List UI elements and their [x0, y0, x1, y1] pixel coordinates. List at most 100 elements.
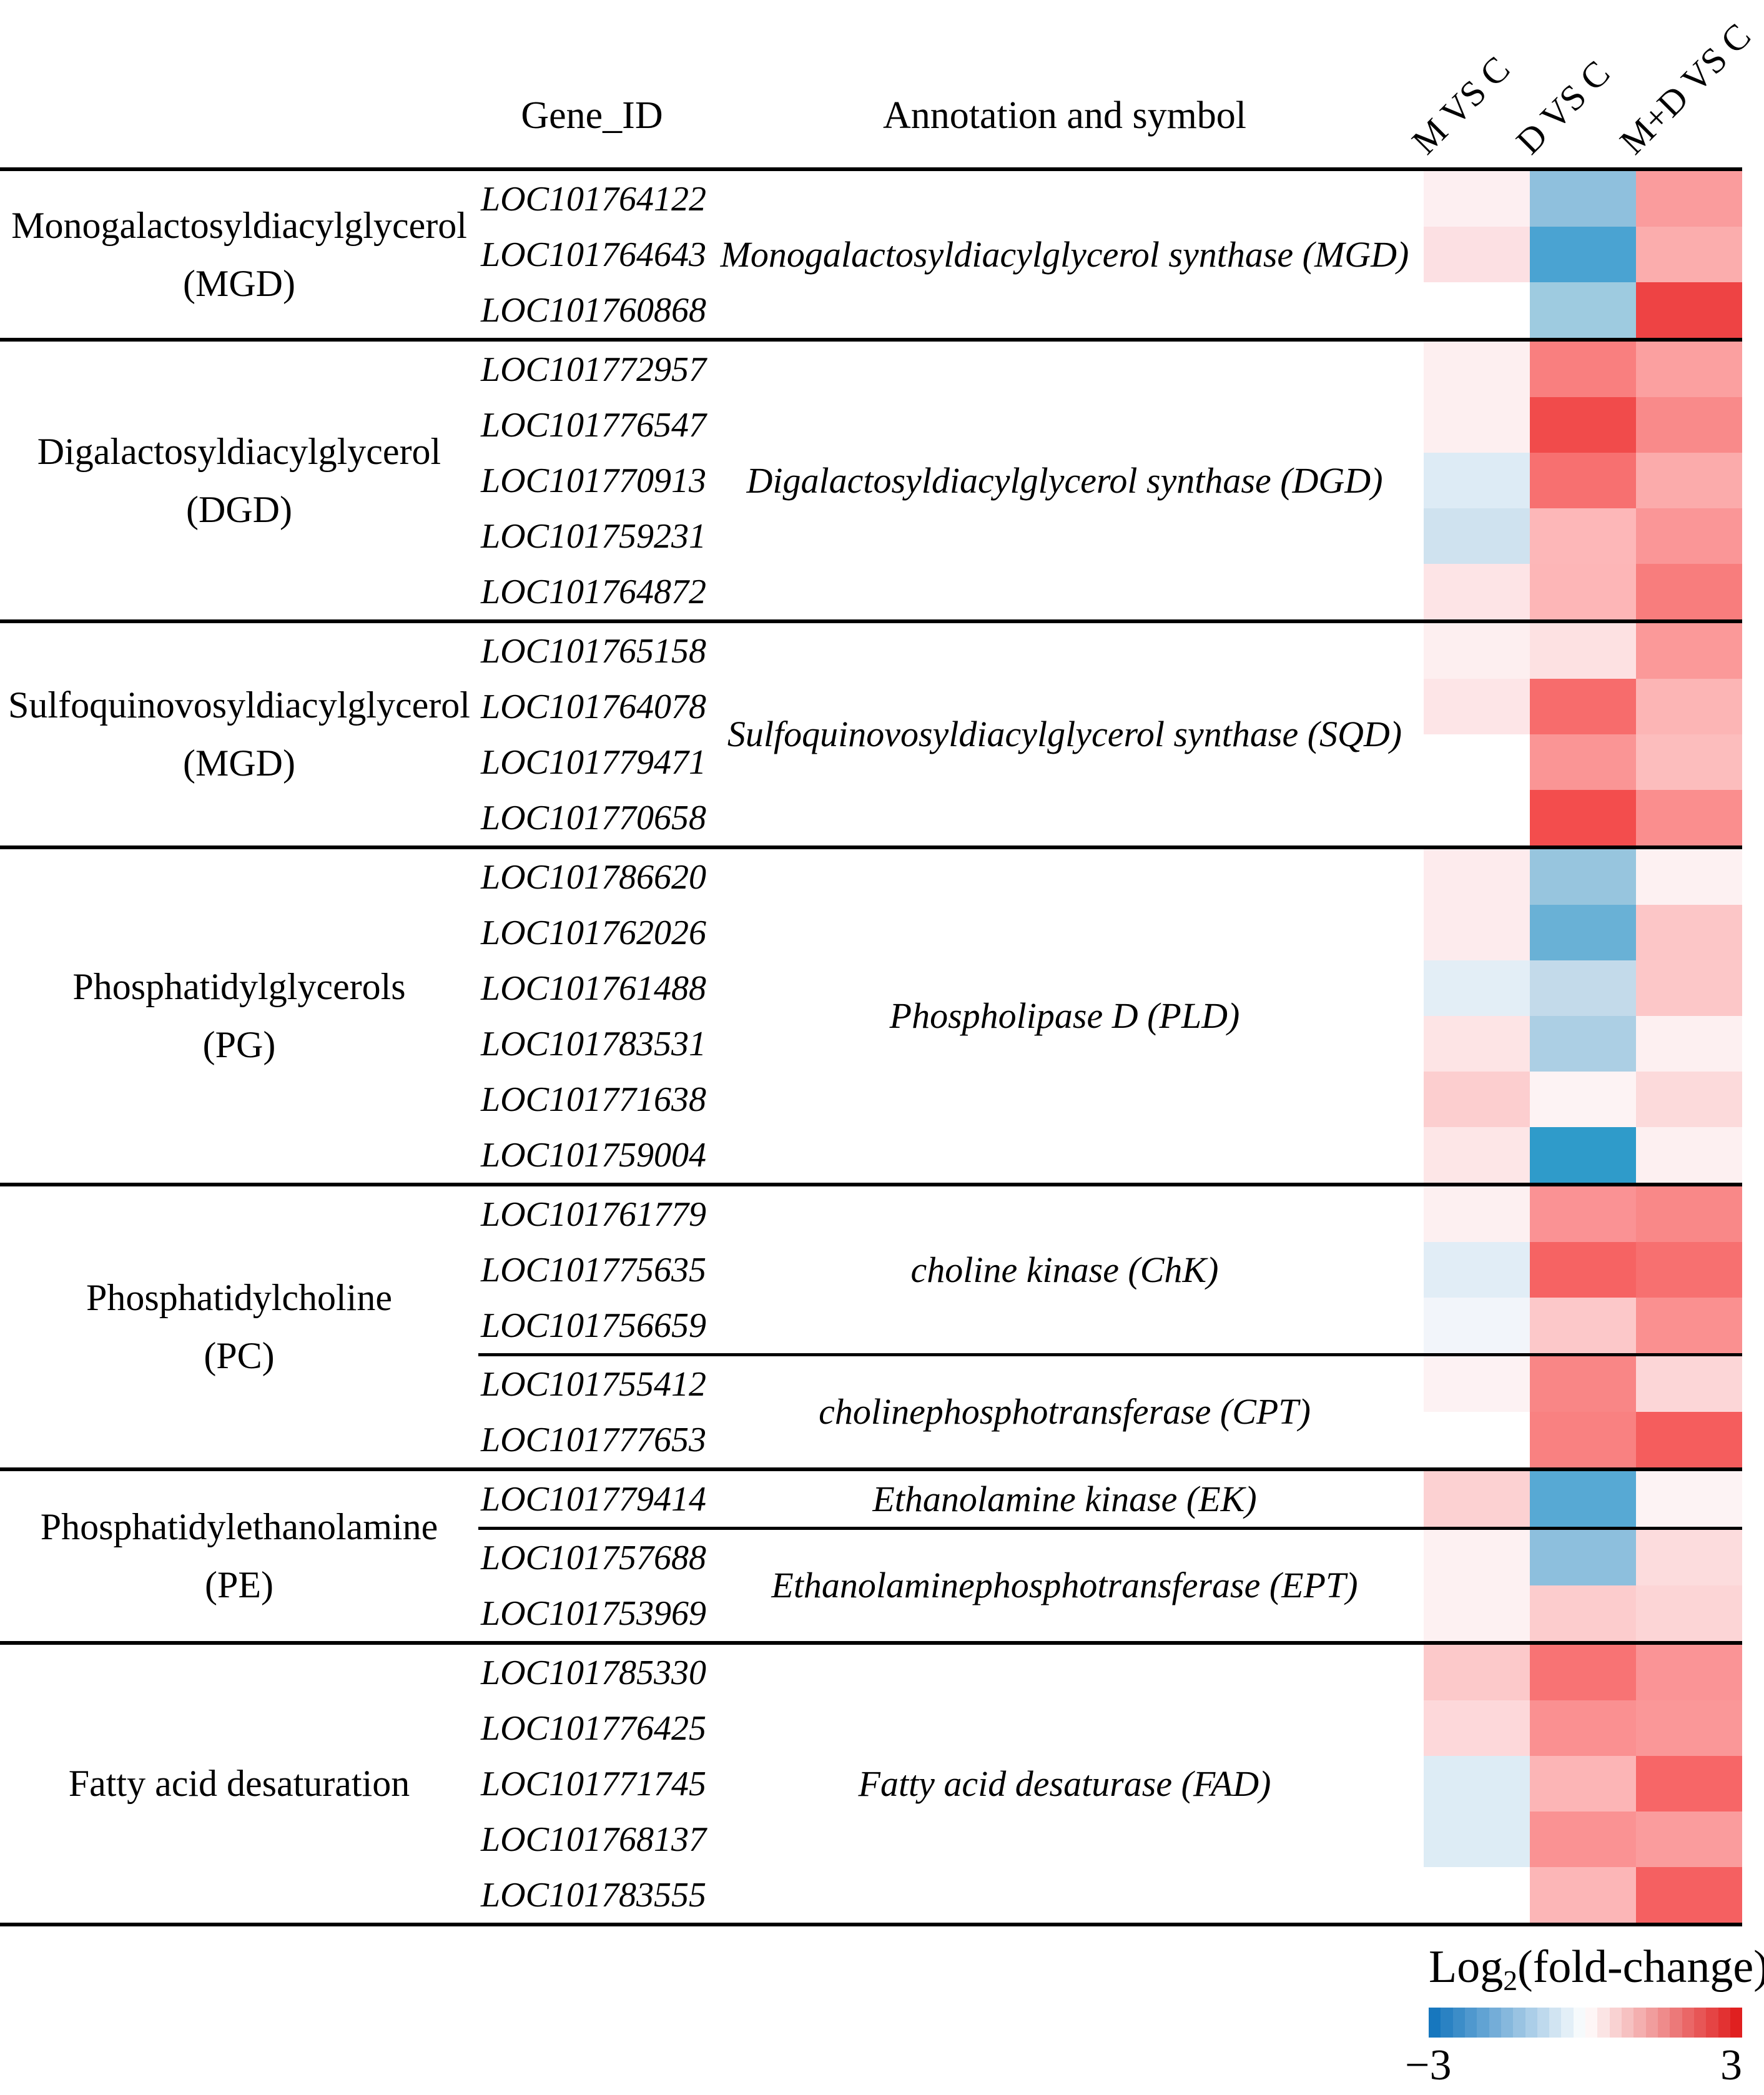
heatmap-row — [1424, 1867, 1742, 1923]
heatmap-row — [1424, 1471, 1742, 1527]
legend-colorbar-step — [1513, 2008, 1525, 2038]
heatmap-cell — [1636, 905, 1742, 960]
heatmap-cell — [1424, 960, 1530, 1016]
heatmap-cell — [1530, 1242, 1636, 1298]
legend-colorbar-step — [1489, 2008, 1501, 2038]
group-label-line: (MGD) — [183, 742, 295, 784]
heatmap-cell — [1530, 171, 1636, 227]
heatmap-cells-column — [1424, 849, 1742, 1183]
heatmap-cell — [1636, 1700, 1742, 1756]
legend-max-label: 3 — [1720, 2041, 1742, 2089]
group-sections: LOC101761779 LOC101775635 LOC101756659 chol… — [478, 1186, 1742, 1467]
table-group: Fatty acid desaturation LOC101785330 LOC10… — [0, 1641, 1742, 1923]
heatmap-cell — [1424, 227, 1530, 282]
table-group: Monogalactosyldiacylglycerol (MGD) LOC1017… — [0, 171, 1742, 338]
heatmap-cell — [1636, 282, 1742, 338]
heatmap-cell — [1424, 508, 1530, 564]
column-header-area: Gene_ID Annotation and symbol M VS C D V… — [0, 0, 1764, 167]
gene-id: LOC101764122 — [481, 179, 706, 219]
group-label: Fatty acid desaturation — [0, 1645, 478, 1923]
heatmap-table: Monogalactosyldiacylglycerol (MGD) LOC1017… — [0, 167, 1742, 1926]
heatmap-cell — [1424, 1356, 1530, 1412]
legend-colorbar-step — [1464, 2008, 1477, 2038]
heatmap-cell — [1424, 1867, 1530, 1923]
heatmap-row — [1424, 508, 1742, 564]
gene-id-column: LOC101755412 LOC101777653 — [478, 1356, 706, 1467]
heatmap-cell — [1424, 790, 1530, 845]
legend-title-rest: (fold-change) — [1517, 1941, 1764, 1993]
group-label: Monogalactosyldiacylglycerol (MGD) — [0, 171, 478, 338]
gene-id-column-header: Gene_ID — [521, 94, 663, 137]
gene-id: LOC101775635 — [481, 1250, 706, 1289]
heatmap-cell — [1636, 1298, 1742, 1353]
gene-id: LOC101783531 — [481, 1024, 706, 1063]
gene-id: LOC101777653 — [481, 1420, 706, 1459]
heatmap-row — [1424, 342, 1742, 397]
gene-id-column: LOC101757688 LOC101753969 — [478, 1530, 706, 1641]
group-sections: LOC101779414 Ethanolamine kinase (EK) LOC1… — [478, 1471, 1742, 1641]
group-label-line: (PE) — [205, 1564, 273, 1605]
heatmap-cell — [1530, 227, 1636, 282]
legend-colorbar-step — [1645, 2008, 1658, 2038]
heatmap-cells-column — [1424, 171, 1742, 338]
comparison-header-d-vs-c: D VS C — [1508, 52, 1618, 162]
heatmap-cell — [1530, 1530, 1636, 1585]
annotation-label: Monogalactosyldiacylglycerol synthase (M… — [720, 234, 1409, 275]
table-group: Phosphatidylglycerols (PG) LOC101786620 LOC… — [0, 845, 1742, 1183]
heatmap-cell — [1636, 1242, 1742, 1298]
heatmap-cell — [1530, 849, 1636, 905]
legend-colorbar-step — [1500, 2008, 1514, 2038]
table-section: LOC101772957 LOC101776547 LOC101770913 LOC1… — [478, 342, 1742, 619]
heatmap-cells-column — [1424, 1645, 1742, 1923]
gene-id: LOC101776425 — [481, 1708, 706, 1748]
gene-id: LOC101764078 — [481, 687, 706, 726]
heatmap-cell — [1636, 508, 1742, 564]
gene-id: LOC101785330 — [481, 1653, 706, 1692]
group-label-line: (PG) — [202, 1024, 276, 1065]
annotation-column-header: Annotation and symbol — [882, 94, 1247, 137]
heatmap-row — [1424, 282, 1742, 338]
heatmap-cell — [1530, 342, 1636, 397]
heatmap-row — [1424, 1356, 1742, 1412]
group-label-line: (MGD) — [183, 262, 295, 304]
heatmap-cell — [1424, 1072, 1530, 1127]
gene-id-column: LOC101764122 LOC101764643 LOC101760868 — [478, 171, 706, 338]
legend-title-log: Log — [1429, 1941, 1504, 1993]
legend-colorbar-step — [1622, 2008, 1634, 2038]
heatmap-cell — [1530, 397, 1636, 453]
heatmap-cell — [1424, 679, 1530, 734]
table-section: LOC101785330 LOC101776425 LOC101771745 LOC1… — [478, 1645, 1742, 1923]
heatmap-row — [1424, 623, 1742, 679]
heatmap-row — [1424, 679, 1742, 734]
group-label-line: Phosphatidylcholine — [86, 1277, 392, 1318]
heatmap-cell — [1636, 1016, 1742, 1072]
group-sections: LOC101786620 LOC101762026 LOC101761488 LOC1… — [478, 849, 1742, 1183]
gene-id-column: LOC101779414 — [478, 1471, 706, 1527]
heatmap-cell — [1636, 397, 1742, 453]
gene-id-column: LOC101772957 LOC101776547 LOC101770913 LOC1… — [478, 342, 706, 619]
legend-colorbar-step — [1657, 2008, 1670, 2038]
legend-title-subscript: 2 — [1503, 1964, 1518, 1996]
heatmap-row — [1424, 1412, 1742, 1467]
table-section: LOC101765158 LOC101764078 LOC101779471 LOC1… — [478, 623, 1742, 845]
legend-colorbar-step — [1682, 2008, 1694, 2038]
heatmap-cell — [1636, 734, 1742, 790]
heatmap-row — [1424, 849, 1742, 905]
heatmap-cell — [1636, 1072, 1742, 1127]
heatmap-cell — [1636, 1867, 1742, 1923]
gene-id: LOC101759004 — [481, 1135, 706, 1175]
legend-colorbar-step — [1730, 2008, 1743, 2038]
heatmap-row — [1424, 171, 1742, 227]
group-label: Phosphatidylcholine (PC) — [0, 1186, 478, 1467]
heatmap-cell — [1636, 227, 1742, 282]
heatmap-row — [1424, 1756, 1742, 1812]
heatmap-cell — [1530, 1867, 1636, 1923]
group-label-line: (PC) — [204, 1335, 275, 1376]
legend-colorbar-step — [1670, 2008, 1682, 2038]
table-group: Sulfoquinovosyldiacylglycerol (MGD) LOC101… — [0, 619, 1742, 845]
heatmap-cell — [1424, 564, 1530, 619]
legend-colorbar-step — [1561, 2008, 1574, 2038]
gene-id: LOC101760868 — [481, 290, 706, 330]
heatmap-cell — [1530, 960, 1636, 1016]
